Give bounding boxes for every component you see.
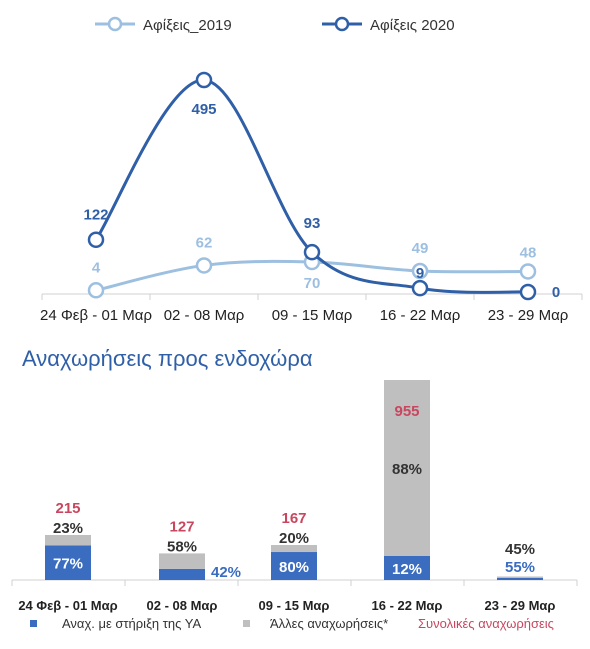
- x-tick-label-3: 09 - 15 Μαρ: [259, 598, 330, 613]
- legend-marker: [334, 16, 350, 32]
- arrivals-line-chart: Αφίξεις_2019 Αφίξεις 2020 24 Φεβ - 01 Μαρ 0…: [40, 16, 583, 324]
- data-point-2-3: [303, 243, 321, 261]
- data-label-2-5: 0: [552, 284, 560, 301]
- data-point-2-5: [519, 283, 537, 301]
- legend-label: Αφίξεις 2020: [370, 17, 455, 34]
- data-label-1-3: 70: [304, 275, 321, 292]
- data-label-2-4: 9: [416, 265, 424, 282]
- x-tick-label-2: 02 - 08 Μαρ: [147, 598, 218, 613]
- pct-label-supported-4: 12%: [392, 561, 422, 578]
- pct-label-supported-1: 77%: [53, 556, 83, 573]
- pct-label-other-5: 45%: [505, 541, 535, 558]
- bar-other-3: [271, 545, 317, 553]
- data-label-2-1: 122: [83, 207, 108, 224]
- data-label-2-2: 495: [191, 101, 216, 118]
- legend-label: Άλλες αναχωρήσεις*: [270, 616, 388, 631]
- pct-label-other-4: 88%: [392, 461, 422, 478]
- x-tick-label-1: 24 Φεβ - 01 Μαρ: [18, 598, 117, 613]
- total-label-4: 955: [394, 403, 419, 420]
- bar-supported-4: [384, 556, 430, 580]
- departures-chart-title: Αναχωρήσεις προς ενδοχώρα: [22, 346, 313, 371]
- bar-other-4: [384, 380, 430, 556]
- legend-item-2: Αφίξεις 2020: [322, 16, 455, 34]
- bar-other-2: [159, 553, 205, 569]
- data-point-1-2: [195, 257, 213, 274]
- x-tick-label-5: 23 - 29 Μαρ: [485, 598, 556, 613]
- data-label-1-4: 49: [412, 240, 429, 257]
- pct-label-supported-5: 55%: [505, 559, 535, 576]
- bar-other-1: [45, 534, 91, 546]
- x-tick-label-4: 16 - 22 Μαρ: [380, 307, 461, 324]
- data-point-1-5: [519, 263, 537, 280]
- data-point-2-1: [87, 231, 105, 248]
- pct-label-other-1: 23%: [53, 520, 83, 537]
- x-tick-label-1: 24 Φεβ - 01 Μαρ: [40, 307, 152, 324]
- x-tick-label-5: 23 - 29 Μαρ: [488, 307, 569, 324]
- legend-label: Αναχ. με στήριξη της ΥΑ: [62, 616, 201, 631]
- x-tick-label-3: 09 - 15 Μαρ: [272, 307, 353, 324]
- x-tick-label-4: 16 - 22 Μαρ: [372, 598, 443, 613]
- series-line-2: [94, 78, 529, 294]
- data-point-2-4: [411, 279, 429, 297]
- legend-marker: [107, 16, 123, 32]
- data-label-1-5: 48: [520, 244, 537, 261]
- data-label-1-1: 4: [92, 259, 101, 276]
- pct-label-supported-2: 42%: [211, 564, 241, 581]
- bar-supported-5: [497, 578, 543, 580]
- bar-supported-1: [45, 545, 91, 580]
- legend-item-1: Αφίξεις_2019: [95, 16, 232, 34]
- legend-swatch: [243, 620, 250, 627]
- legend-item-supported: Αναχ. με στήριξη της ΥΑ: [30, 616, 201, 631]
- legend-swatch: [30, 620, 37, 627]
- bar-other-5: [497, 576, 543, 578]
- data-point-1-4: [411, 262, 429, 280]
- total-label-2: 127: [169, 518, 194, 535]
- bar-supported-2: [159, 568, 205, 580]
- data-label-1-2: 62: [196, 234, 213, 251]
- data-label-2-3: 93: [304, 215, 321, 232]
- pct-label-other-2: 58%: [167, 538, 197, 555]
- departures-bar-chart: 77% 23% 215 24 Φεβ - 01 Μαρ 42% 58% 127 02 - 08…: [11, 380, 578, 631]
- total-label-1: 215: [55, 500, 80, 517]
- x-tick-label-2: 02 - 08 Μαρ: [164, 307, 245, 324]
- pct-label-other-3: 20%: [279, 530, 309, 547]
- legend-label: Αφίξεις_2019: [143, 17, 232, 34]
- total-label-3: 167: [281, 510, 306, 527]
- data-point-2-2: [195, 71, 213, 89]
- legend-item-other: Άλλες αναχωρήσεις*: [243, 616, 388, 631]
- pct-label-supported-3: 80%: [279, 559, 309, 576]
- data-point-1-1: [87, 282, 105, 299]
- legend-label-total: Συνολικές αναχωρήσεις: [418, 616, 554, 631]
- bar-supported-3: [271, 552, 317, 580]
